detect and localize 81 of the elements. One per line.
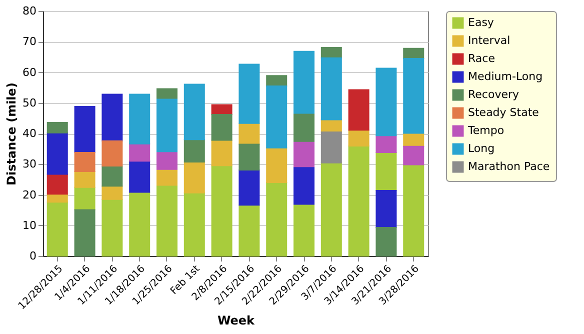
bar	[403, 48, 424, 59]
bar	[294, 50, 315, 114]
bar	[211, 140, 232, 166]
y-tick-label: 20	[22, 188, 36, 202]
bar	[211, 114, 232, 141]
bar	[266, 86, 288, 148]
bar	[403, 58, 424, 134]
bar	[46, 202, 68, 256]
bar	[238, 204, 260, 256]
bar	[156, 98, 178, 152]
bar	[238, 144, 260, 170]
legend-label: Marathon Pace	[468, 160, 550, 173]
bar	[211, 104, 232, 116]
bar	[348, 130, 370, 147]
bar	[184, 139, 205, 162]
x-axis-title: Week	[217, 313, 256, 328]
bar	[156, 184, 178, 256]
bar	[294, 204, 315, 256]
bar	[129, 94, 150, 144]
bar	[74, 106, 96, 153]
y-tick-label: 50	[22, 96, 36, 110]
y-tick-label: 60	[22, 66, 36, 79]
legend-label: Interval	[468, 34, 510, 47]
bar	[376, 135, 397, 153]
bar	[74, 170, 96, 188]
bar	[238, 64, 260, 124]
bar	[266, 75, 288, 87]
bar	[403, 164, 424, 256]
bar	[184, 161, 205, 194]
bar	[184, 84, 205, 140]
bar	[74, 152, 96, 172]
bar	[46, 194, 68, 203]
legend-label: Tempo	[467, 124, 504, 137]
legend-label: Steady State	[468, 106, 540, 119]
bar	[129, 160, 150, 193]
bar	[320, 131, 342, 164]
y-tick-label: 70	[22, 35, 36, 48]
bar	[320, 46, 342, 58]
bar	[238, 122, 260, 145]
bar	[129, 143, 150, 162]
legend-label: Recovery	[468, 88, 520, 101]
y-tick-label: 80	[22, 4, 36, 18]
bar	[376, 227, 397, 256]
bar	[46, 174, 68, 195]
bar	[102, 165, 123, 187]
bar	[294, 112, 315, 143]
legend-label: Long	[468, 142, 495, 155]
bar	[156, 151, 178, 170]
bar	[211, 165, 232, 256]
bar	[294, 166, 315, 205]
bar	[46, 132, 68, 175]
bar	[129, 192, 150, 256]
bar	[376, 68, 397, 136]
bar	[238, 169, 260, 206]
bar	[348, 89, 370, 131]
bar	[102, 198, 123, 256]
bar	[266, 182, 288, 256]
bar	[376, 190, 397, 228]
bar	[102, 140, 123, 166]
y-axis-title: Distance (mile)	[4, 82, 19, 186]
bar	[156, 168, 178, 186]
bar	[294, 142, 315, 168]
bar	[102, 94, 123, 142]
bar	[266, 147, 288, 183]
bar	[46, 122, 68, 134]
bar	[348, 146, 370, 256]
y-tick-label: 30	[22, 158, 36, 171]
y-tick-label: 40	[22, 127, 36, 140]
legend-label: Medium-Long	[468, 70, 543, 83]
legend-label: Easy	[468, 16, 494, 29]
y-tick-label: 10	[22, 218, 36, 232]
y-tick-label: 0	[30, 250, 36, 262]
bar	[74, 186, 96, 210]
bar	[74, 209, 96, 256]
legend-label: Race	[468, 52, 496, 65]
bar	[320, 162, 342, 256]
bar	[376, 152, 397, 191]
bar	[102, 186, 123, 200]
bar	[403, 146, 424, 166]
bar	[184, 192, 205, 256]
bar	[320, 57, 342, 120]
